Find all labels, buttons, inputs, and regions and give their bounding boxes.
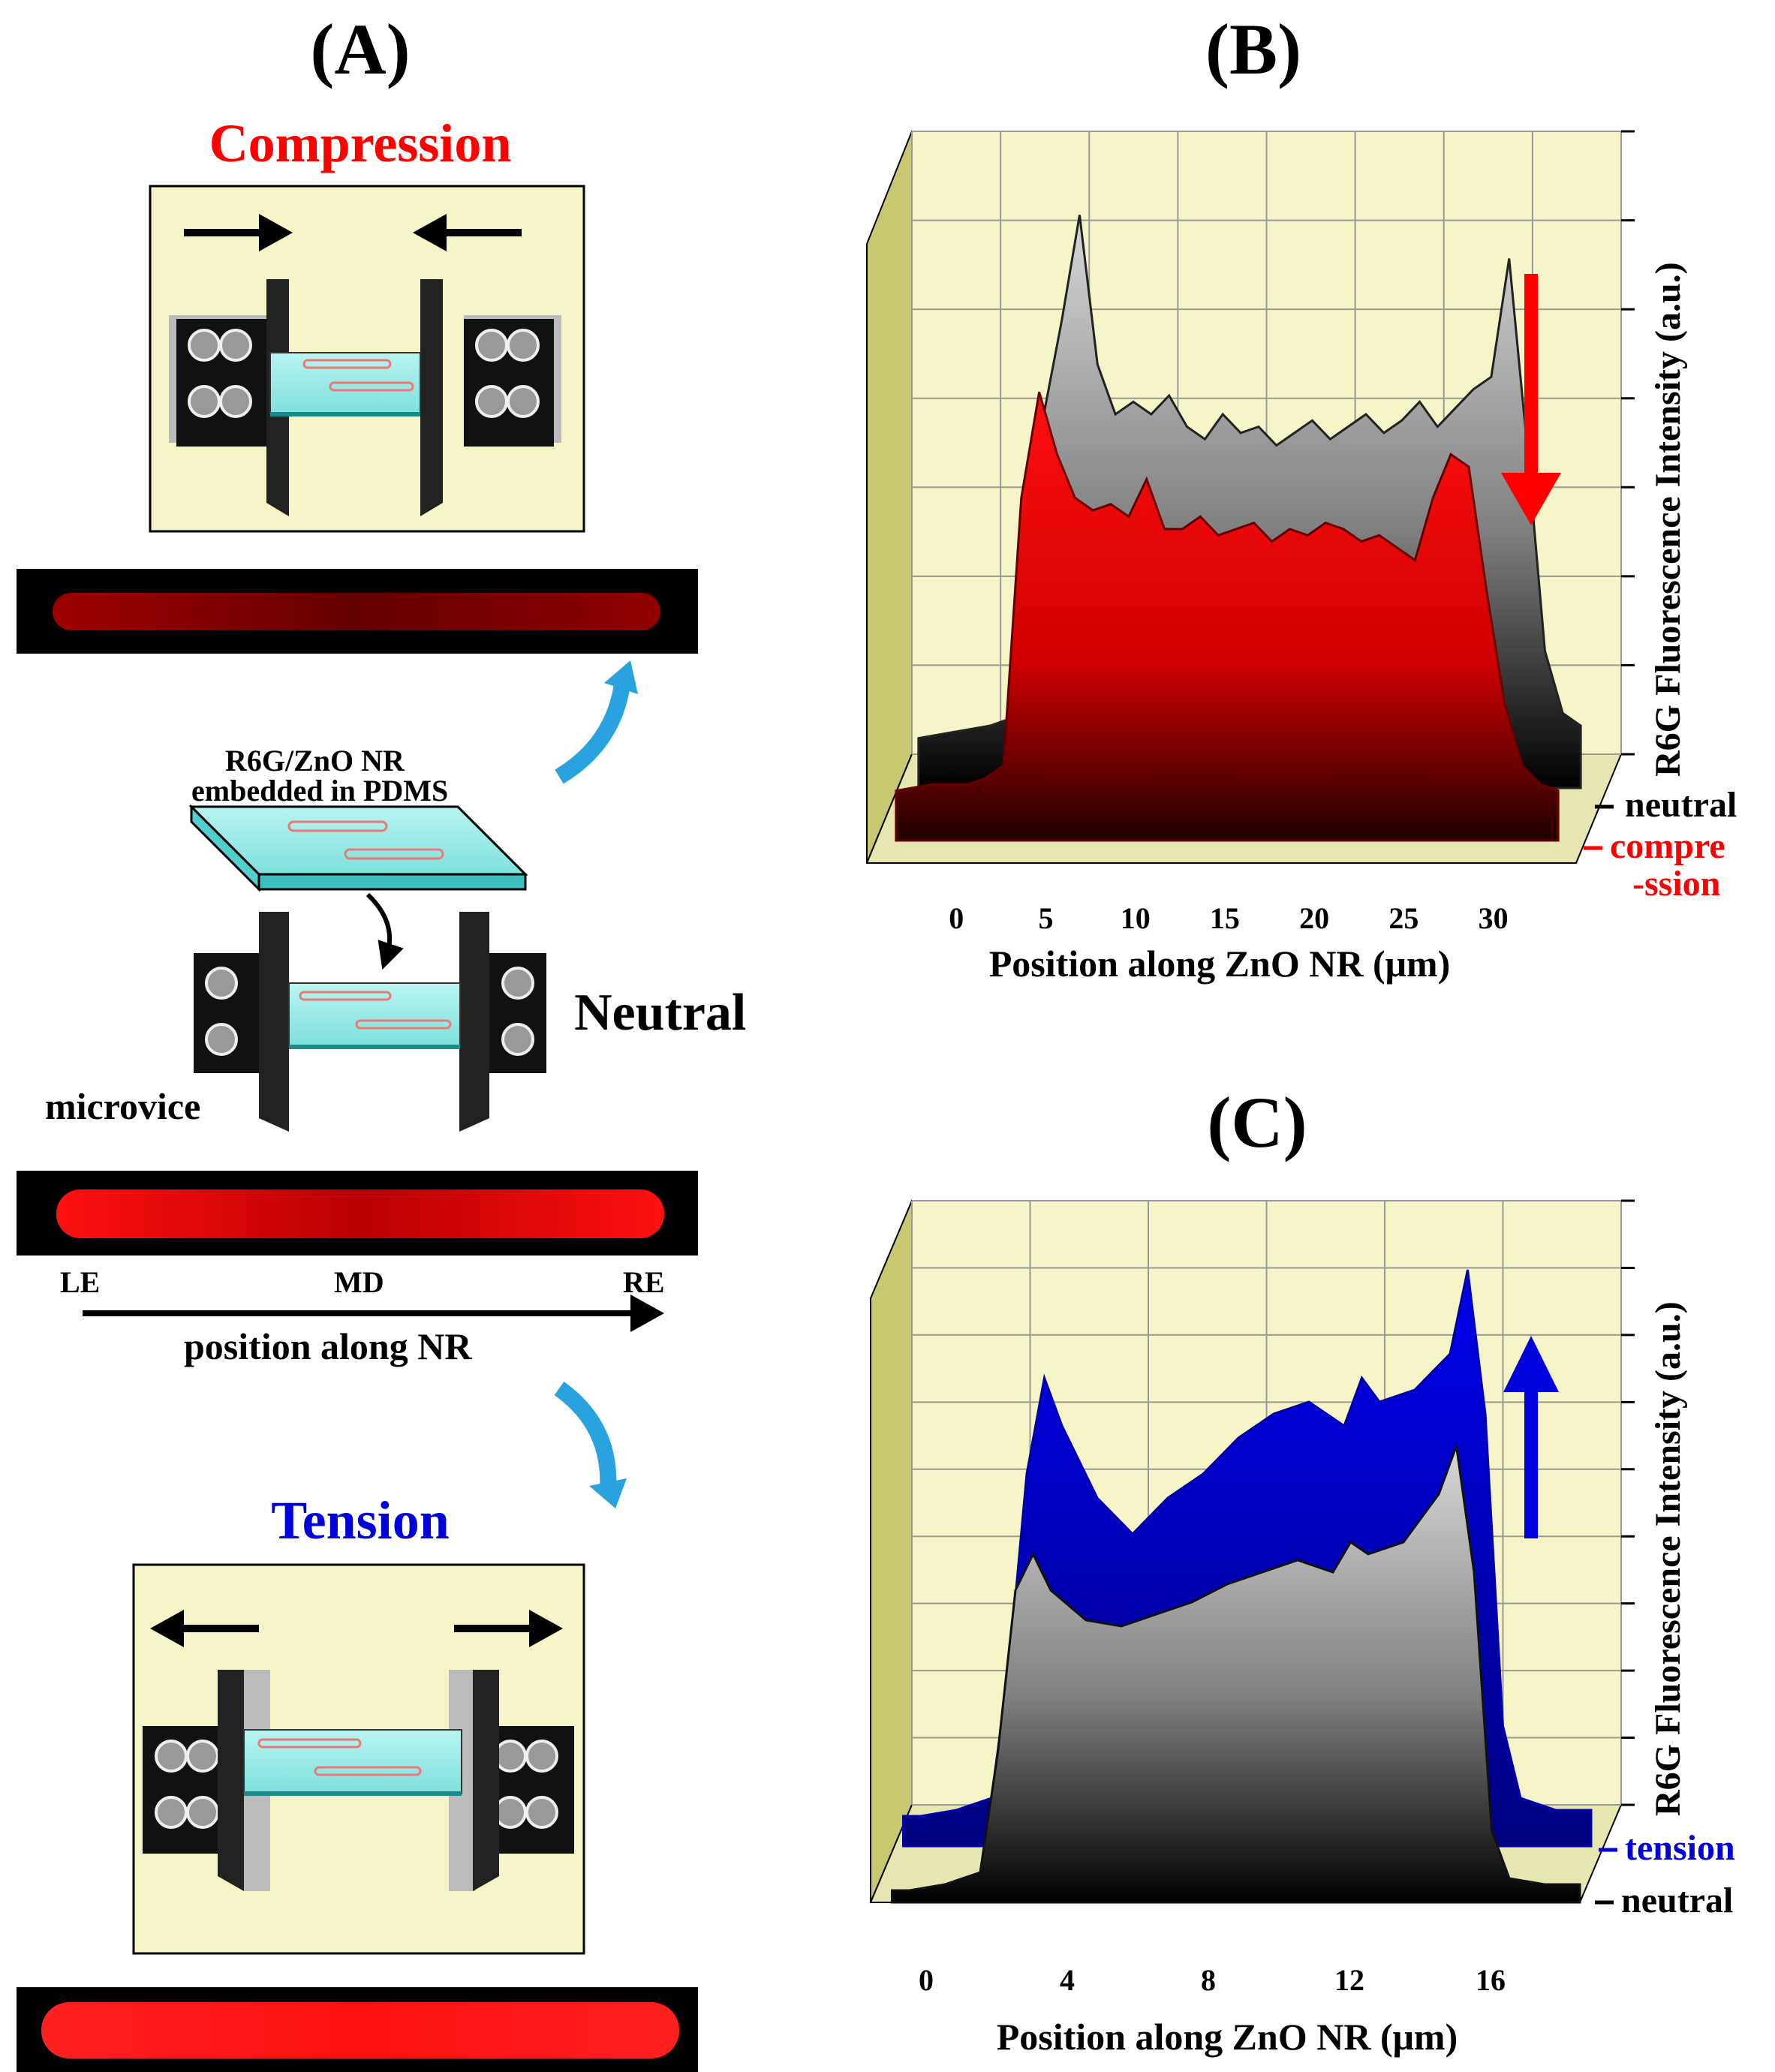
- panel-c-label: (C): [1207, 1082, 1307, 1162]
- placement-arrow-icon: [366, 892, 404, 970]
- le-label: LE: [60, 1265, 101, 1299]
- x-tick-label: 4: [1060, 1963, 1075, 1997]
- x-tick-label: 15: [1209, 901, 1240, 935]
- x-tick-label: 0: [949, 901, 964, 935]
- neutral-device: [194, 912, 546, 1132]
- neutral-fluorescence-image: [17, 1171, 698, 1256]
- tension-device: [132, 1563, 585, 1955]
- pdms-slab: [188, 804, 528, 892]
- x-tick-label: 10: [1120, 901, 1151, 935]
- neutral-state-label: Neutral: [574, 984, 747, 1042]
- legend-neutral-label: neutral: [1621, 1881, 1734, 1920]
- x-tick-label: 12: [1334, 1963, 1364, 1997]
- right-arrow-icon: [529, 1610, 563, 1647]
- curved-arrow-down-icon: [554, 1382, 617, 1490]
- chart-c-series: [891, 1269, 1593, 1904]
- x-tick-label: 5: [1038, 901, 1054, 935]
- x-tick-label: 20: [1299, 901, 1330, 935]
- x-tick-label: 16: [1476, 1963, 1506, 1997]
- left-arrow-icon: [413, 214, 447, 251]
- chart-b-series: [895, 215, 1582, 842]
- tension-title: Tension: [271, 1490, 450, 1550]
- x-tick-label: 30: [1478, 901, 1509, 935]
- x-tick-label: 8: [1201, 1963, 1216, 1997]
- panel-b-label: (B): [1205, 9, 1301, 89]
- re-label: RE: [623, 1265, 665, 1299]
- chart-b-xlabel: Position along ZnO NR (μm): [988, 943, 1451, 985]
- curved-arrow-up-icon: [555, 678, 631, 784]
- x-tick-label: 0: [919, 1963, 934, 1997]
- legend-tension-label: tension: [1625, 1828, 1735, 1868]
- microvice-label: microvice: [45, 1085, 201, 1127]
- sample-label-line1: R6G/ZnO NR: [225, 744, 405, 777]
- left-arrow-icon: [150, 1610, 184, 1647]
- sample-label-line2: embedded in PDMS: [191, 774, 449, 807]
- legend-compre-label: compre: [1610, 826, 1725, 866]
- tension-fluorescence-image: [17, 1987, 698, 2072]
- chart-c-xlabel: Position along ZnO NR (μm): [996, 2016, 1458, 2058]
- position-arrow-icon: [630, 1295, 664, 1332]
- series-compression-area: [895, 391, 1560, 842]
- compression-fluorescence-image: [17, 569, 698, 654]
- x-tick-label: 25: [1388, 901, 1419, 935]
- chart-b-arrow: [1501, 274, 1561, 525]
- compression-title: Compression: [209, 113, 512, 173]
- series-neutral-area: [891, 1445, 1581, 1904]
- chart-c-ylabel: R6G Fluorescence Intensity (a.u.): [1648, 1301, 1688, 1816]
- panel-a-label: (A): [310, 9, 411, 89]
- position-along-nr-label: position along NR: [184, 1325, 472, 1367]
- chart-c-arrow: [1503, 1336, 1559, 1538]
- right-arrow-icon: [259, 214, 293, 251]
- legend-neutral-label: neutral: [1625, 785, 1737, 825]
- md-label: MD: [334, 1265, 384, 1299]
- legend-ssion-label: -ssion: [1632, 864, 1721, 904]
- compression-device: [149, 185, 585, 533]
- chart-b-ylabel: R6G Fluorescence Intensity (a.u.): [1648, 262, 1688, 777]
